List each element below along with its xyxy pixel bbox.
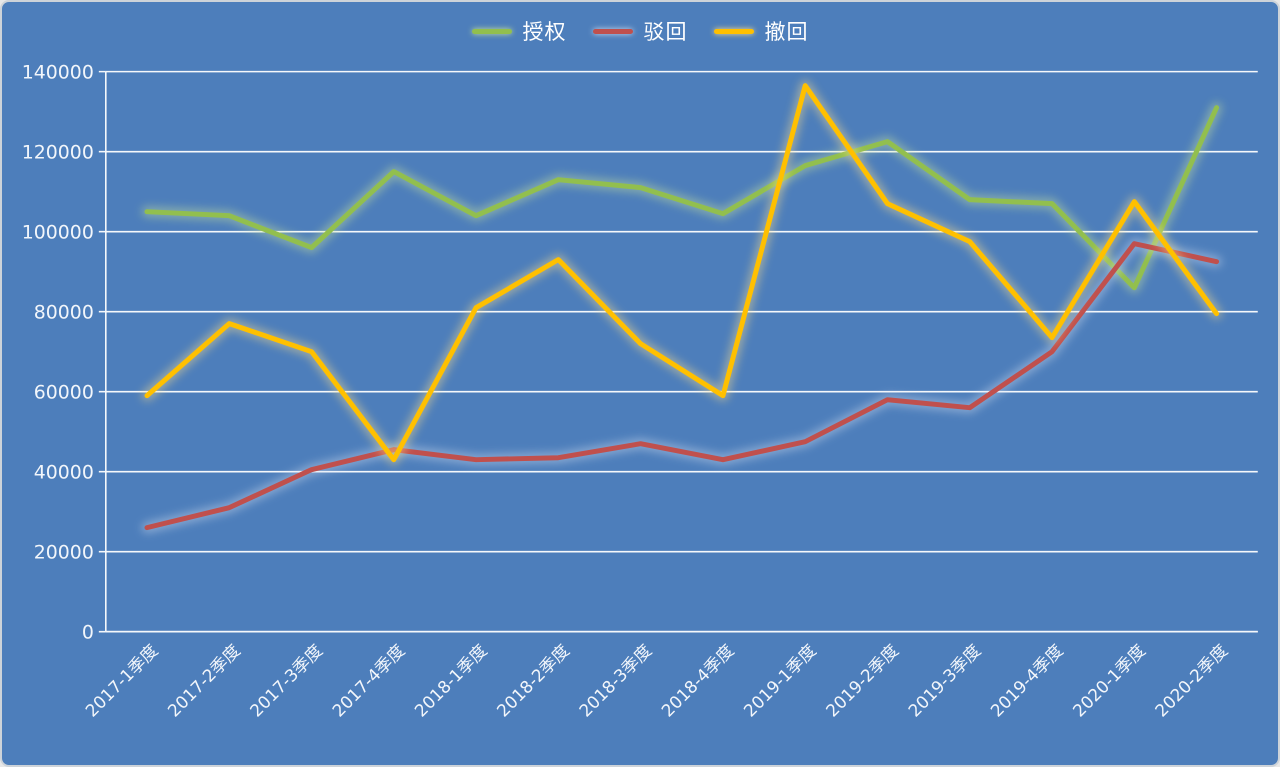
legend-item-authorized: 授权 — [471, 16, 567, 46]
legend-swatch-rejected — [592, 28, 633, 34]
y-axis-label: 60000 — [34, 382, 94, 404]
x-axis-label: 2017-4季度 — [328, 640, 408, 720]
legend-label-rejected: 驳回 — [643, 20, 688, 44]
y-axis-label: 120000 — [22, 142, 94, 164]
x-axis-label: 2017-2季度 — [164, 640, 244, 720]
series-line-2 — [144, 83, 1220, 463]
series-glow-2 — [141, 80, 1223, 466]
x-axis-label: 2019-2季度 — [822, 640, 902, 720]
x-axis-label: 2017-1季度 — [81, 640, 161, 720]
x-axis-label: 2019-1季度 — [740, 640, 820, 720]
y-axis-label: 0 — [82, 622, 94, 644]
y-axis-label: 20000 — [34, 542, 94, 564]
series-glow-0 — [141, 102, 1223, 294]
series-line-0 — [144, 105, 1220, 291]
y-axis-label: 80000 — [34, 302, 94, 324]
legend-swatch-authorized — [471, 28, 512, 34]
chart-legend: 授权 驳回 撤回 — [2, 16, 1278, 46]
legend-label-withdrawn: 撤回 — [764, 20, 809, 44]
x-axis-label: 2020-2季度 — [1151, 640, 1231, 720]
y-axis-label: 140000 — [22, 62, 94, 84]
x-axis-label: 2018-3季度 — [575, 640, 655, 720]
x-axis-label: 2018-2季度 — [493, 640, 573, 720]
x-axis-label: 2019-3季度 — [904, 640, 984, 720]
legend-label-authorized: 授权 — [522, 20, 567, 44]
series-line-1 — [144, 241, 1220, 531]
legend-item-withdrawn: 撤回 — [713, 16, 809, 46]
legend-swatch-withdrawn — [713, 28, 754, 34]
x-axis-label: 2018-4季度 — [657, 640, 737, 720]
y-axis-label: 40000 — [34, 462, 94, 484]
y-axis-label: 100000 — [22, 222, 94, 244]
x-axis-label: 2017-3季度 — [246, 640, 326, 720]
x-axis-label: 2018-1季度 — [410, 640, 490, 720]
x-axis-label: 2019-4季度 — [986, 640, 1066, 720]
x-axis-label: 2020-1季度 — [1069, 640, 1149, 720]
series-glow-1 — [141, 238, 1223, 534]
legend-item-rejected: 驳回 — [592, 16, 688, 46]
